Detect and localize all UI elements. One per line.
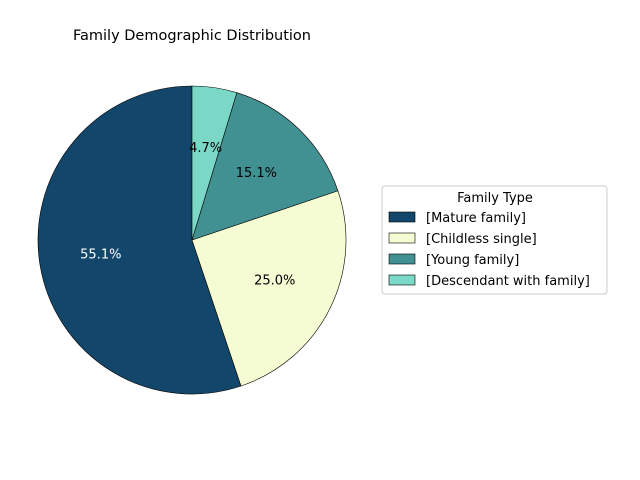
legend-swatch-1 [388, 232, 416, 244]
legend-swatch-0 [388, 211, 416, 223]
legend-swatch-3 [388, 274, 416, 286]
pie-slices [37, 85, 347, 395]
pie-slice-2 [191, 92, 339, 241]
pie-percent-label-2: 15.1% [236, 166, 277, 181]
pie-slice-1 [191, 190, 347, 387]
legend-label-1: [Childless single] [426, 232, 537, 247]
pie-percent-label-3: 4.7% [189, 141, 222, 156]
legend-swatch-2 [388, 253, 416, 265]
pie-slice-3 [191, 85, 238, 241]
pie-percent-label-1: 25.0% [254, 274, 295, 289]
pie-percent-label-0: 55.1% [80, 247, 121, 262]
pie-slice-0 [37, 85, 242, 395]
legend-label-2: [Young family] [426, 253, 519, 268]
legend-frame [381, 185, 608, 295]
legend-label-3: [Descendant with family] [426, 274, 590, 289]
legend-title: Family Type [457, 191, 533, 206]
pie-percent-labels: 55.1% 25.0% 15.1% 4.7% [80, 141, 295, 288]
chart-title: Family Demographic Distribution [73, 28, 311, 44]
legend: Family Type [Mature family] [Childless si… [381, 185, 608, 295]
legend-label-0: [Mature family] [426, 211, 526, 226]
